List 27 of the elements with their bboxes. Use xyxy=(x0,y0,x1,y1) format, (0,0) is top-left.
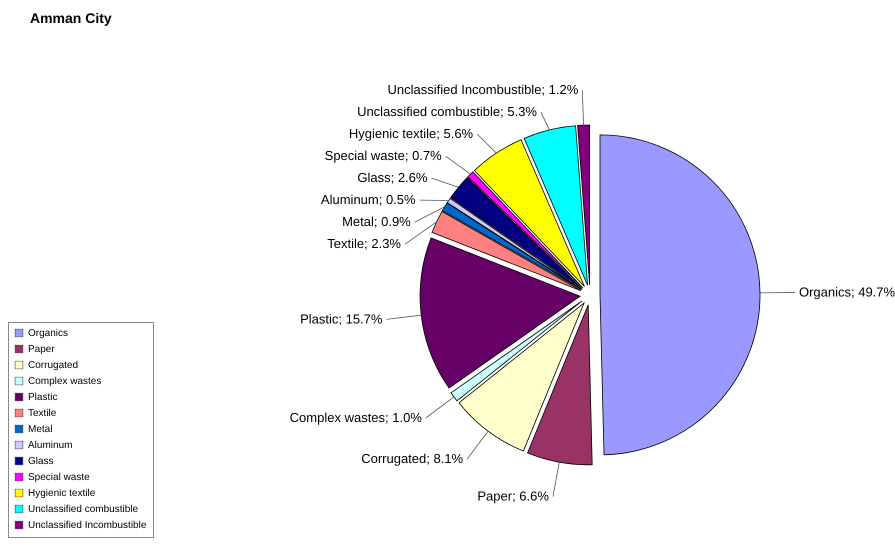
legend-label: Metal xyxy=(28,424,52,435)
legend-label: Plastic xyxy=(28,392,58,403)
data-label: Glass; 2.6% xyxy=(357,170,428,186)
data-label: Special waste; 0.7% xyxy=(324,148,442,164)
data-label: Organics; 49.7% xyxy=(798,284,895,300)
data-label: Paper; 6.6% xyxy=(477,488,550,504)
data-label: Hygienic textile; 5.6% xyxy=(348,126,474,142)
legend-label: Glass xyxy=(28,456,54,467)
chart-title: Amman City xyxy=(30,10,112,26)
data-label: Textile; 2.3% xyxy=(327,236,402,252)
legend-label: Special waste xyxy=(28,472,90,483)
data-label: Plastic; 15.7% xyxy=(300,311,383,326)
data-label: Corrugated; 8.1% xyxy=(361,451,464,466)
legend-label: Aluminum xyxy=(28,440,72,451)
legend-label: Organics xyxy=(28,328,68,339)
legend-label: Unclassified combustible xyxy=(28,504,138,515)
legend-label: Hygienic textile xyxy=(28,488,96,499)
data-label: Complex wastes; 1.0% xyxy=(290,410,422,425)
legend-label: Unclassified Incombustible xyxy=(28,520,147,531)
data-label: Metal; 0.9% xyxy=(342,214,412,230)
data-label: Unclassified combustible; 5.3% xyxy=(357,104,538,120)
data-label: Unclassified Incombustible; 1.2% xyxy=(388,82,579,98)
data-label: Aluminum; 0.5% xyxy=(320,192,416,208)
legend-label: Corrugated xyxy=(28,360,78,371)
legend-label: Textile xyxy=(28,408,57,419)
legend-label: Complex wastes xyxy=(28,376,102,387)
legend-label: Paper xyxy=(28,344,56,355)
